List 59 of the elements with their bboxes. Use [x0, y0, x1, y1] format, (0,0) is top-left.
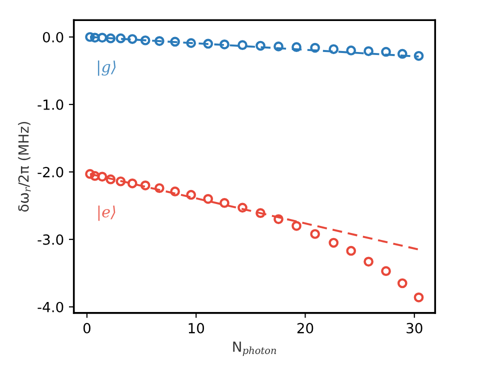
point — [414, 50, 424, 61]
x-axis-title: N$_{photon}$ — [233, 342, 276, 356]
point — [238, 40, 248, 50]
point — [256, 208, 266, 218]
point — [90, 32, 100, 43]
point — [203, 38, 214, 49]
x-tick-label: 10 — [188, 322, 204, 334]
y-tick-label: -2.0 — [38, 166, 64, 178]
point — [414, 292, 424, 302]
point — [106, 33, 116, 44]
series-label: |g⟩ — [98, 60, 116, 76]
point — [127, 178, 138, 188]
point — [90, 171, 100, 181]
point — [97, 172, 108, 182]
point — [274, 42, 284, 52]
point — [106, 174, 116, 184]
point — [170, 186, 180, 196]
point — [154, 36, 164, 46]
point — [170, 36, 180, 47]
point — [328, 238, 339, 248]
point — [116, 176, 126, 186]
point — [186, 38, 196, 48]
point — [238, 202, 248, 213]
point — [127, 34, 138, 44]
point — [310, 229, 320, 239]
point — [154, 183, 164, 194]
y-tick-label: -3.0 — [38, 234, 64, 245]
point — [256, 40, 266, 51]
y-axis-title: δω$_{r}$/2π (MHz) — [18, 122, 31, 212]
point — [381, 266, 391, 276]
point — [186, 190, 196, 200]
point — [310, 42, 320, 53]
point — [346, 246, 356, 256]
point — [220, 39, 230, 50]
x-tick-label: 30 — [406, 322, 422, 334]
point — [274, 214, 284, 224]
point — [140, 35, 150, 46]
point — [381, 46, 391, 57]
point — [292, 220, 302, 231]
series-label: |e⟩ — [98, 206, 116, 221]
point — [220, 198, 230, 208]
y-tick-label: 0.0 — [42, 32, 64, 42]
point — [85, 169, 95, 179]
point — [116, 33, 126, 44]
point — [328, 44, 339, 54]
y-tick-label: -4.0 — [38, 302, 64, 312]
point — [364, 46, 374, 56]
point — [292, 42, 302, 52]
point — [397, 48, 408, 59]
point — [364, 256, 374, 267]
x-tick-label: 20 — [297, 322, 314, 334]
point — [346, 46, 356, 56]
point — [397, 278, 408, 288]
y-tick-label: -1.0 — [38, 99, 64, 110]
point — [203, 194, 214, 204]
x-tick-label: 0 — [83, 322, 90, 334]
point — [97, 32, 108, 43]
point — [140, 180, 150, 190]
point — [85, 32, 95, 42]
